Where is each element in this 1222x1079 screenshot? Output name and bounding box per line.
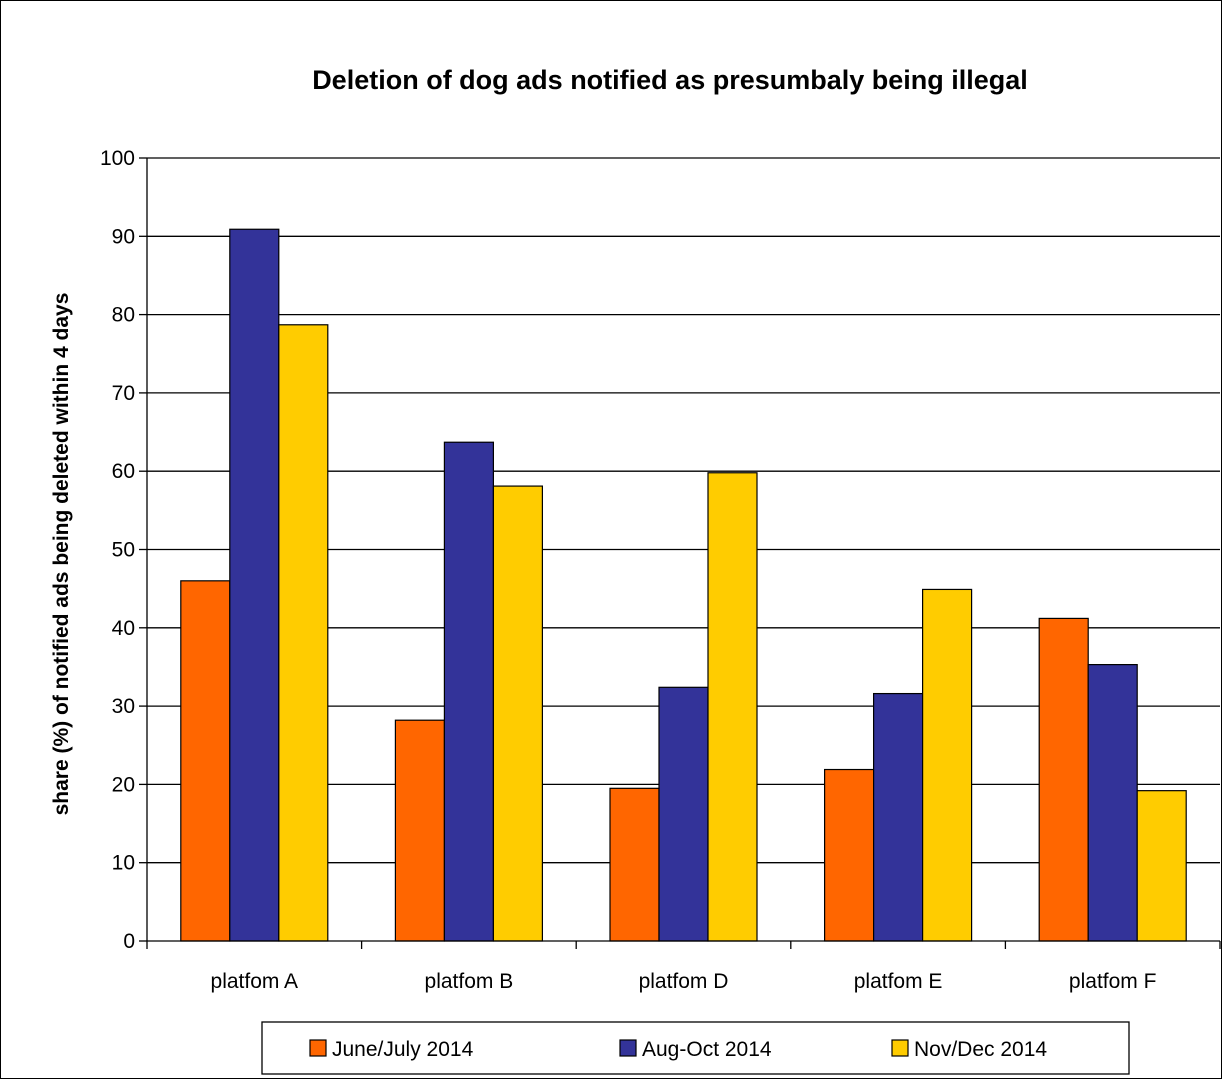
y-tick-label: 30 [112, 695, 135, 718]
bar-0-0 [180, 580, 231, 942]
y-tick-label: 70 [112, 382, 135, 405]
x-tick-label: platfom E [854, 970, 943, 993]
bar-3-0 [823, 768, 875, 942]
bar-4-1 [1087, 664, 1138, 942]
legend-label: Aug-Oct 2014 [642, 1038, 772, 1061]
y-tick-label: 60 [112, 460, 135, 483]
bar-1-2 [492, 485, 543, 942]
bar-1-1 [443, 441, 494, 942]
legend-box [261, 1021, 1130, 1075]
y-tick-label: 40 [112, 617, 135, 640]
bar-3-2 [921, 588, 973, 942]
y-tick-label: 100 [100, 147, 135, 170]
bar-2-2 [707, 472, 758, 942]
axes: 0 10 20 30 40 50 60 70 80 90 100 platfom A platfom B… [100, 147, 1221, 993]
legend-swatch [891, 1039, 909, 1057]
y-tick-label: 0 [123, 930, 135, 953]
y-tick-label: 50 [112, 539, 135, 562]
x-tick-label: platfom F [1069, 970, 1157, 993]
bar-0-2 [278, 324, 329, 942]
bar-2-0 [609, 787, 660, 942]
y-axis-label: share (%) of notified ads being deleted … [50, 293, 73, 816]
y-tick-label: 20 [112, 773, 135, 796]
y-tick-label: 80 [112, 304, 135, 327]
legend-label: June/July 2014 [332, 1038, 474, 1061]
chart-title: Deletion of dog ads notified as presumba… [312, 65, 1028, 95]
y-tick-label: 10 [112, 852, 135, 875]
x-tick-label: platfom D [639, 970, 729, 993]
legend: June/July 2014 Aug-Oct 2014 Nov/Dec 2014 [261, 1021, 1130, 1075]
legend-swatch [309, 1039, 327, 1057]
bar-4-2 [1136, 790, 1187, 942]
bar-1-0 [394, 719, 445, 942]
bar-4-0 [1038, 617, 1089, 942]
bar-0-1 [229, 228, 280, 942]
bar-3-1 [872, 692, 924, 942]
x-tick-label: platfom B [425, 970, 514, 993]
legend-label: Nov/Dec 2014 [914, 1038, 1047, 1061]
x-tick-label: platfom A [211, 970, 299, 993]
bar-2-1 [658, 686, 709, 942]
legend-swatch [619, 1039, 637, 1057]
y-tick-label: 90 [112, 225, 135, 248]
